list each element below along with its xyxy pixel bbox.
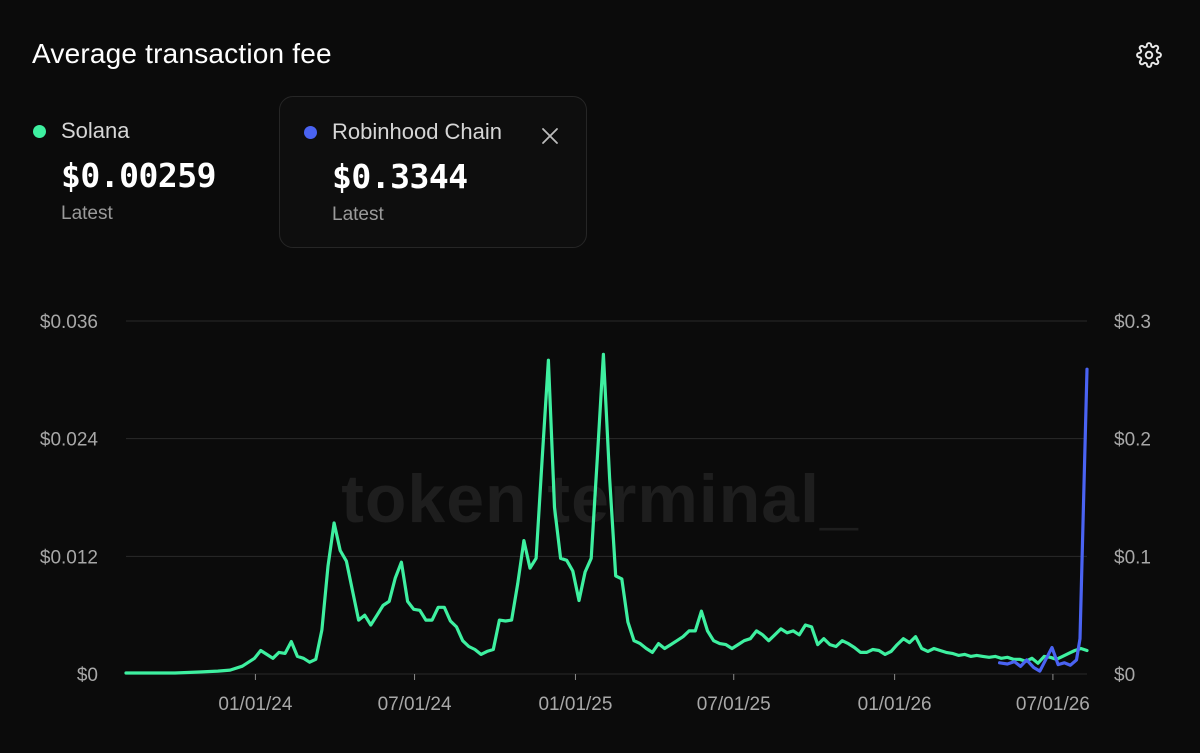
series-line-robinhood-chain[interactable] [998, 367, 1089, 673]
legend-sub-robinhood-chain: Latest [332, 204, 384, 225]
series-group [124, 352, 1089, 675]
y-right-tick-label: $0.2 [1114, 430, 1151, 451]
x-axis: 01/01/24 07/01/24 01/01/25 07/01/25 01/01/26… [218, 674, 1090, 715]
gear-icon[interactable] [1136, 42, 1162, 68]
solana-dot-icon [33, 124, 46, 138]
x-tick-label: 07/01/25 [697, 694, 771, 715]
legend-item-robinhood-chain[interactable]: Robinhood Chain $0.3344 Latest [279, 96, 587, 248]
legend-name-solana: Solana [61, 118, 130, 143]
series-line-solana[interactable] [124, 352, 1089, 675]
x-tick-label: 01/01/25 [538, 694, 612, 715]
x-tick-label: 07/01/26 [1016, 694, 1090, 715]
y-right-tick-label: $0.1 [1114, 547, 1151, 568]
y-right-tick-label: $0.3 [1114, 312, 1151, 333]
chart-title: Average transaction fee [32, 38, 332, 69]
y-left-tick-label: $0.012 [40, 547, 98, 568]
legend-item-solana[interactable]: Solana $0.00259 Latest [33, 96, 263, 248]
y-axis-left: $0 $0.012 $0.024 $0.036 [40, 312, 99, 686]
legend-value-robinhood-chain: $0.3344 [332, 157, 468, 196]
robinhood-dot-icon [304, 125, 317, 139]
x-tick-label: 07/01/24 [378, 694, 452, 715]
y-left-tick-label: $0.036 [40, 312, 98, 333]
legend-name-robinhood-chain: Robinhood Chain [332, 119, 503, 144]
legend-value-solana: $0.00259 [61, 156, 216, 195]
watermark-text: token terminal_ [341, 461, 859, 537]
y-left-tick-label: $0 [77, 665, 98, 686]
x-tick-label: 01/01/24 [218, 694, 292, 715]
x-tick-label: 01/01/26 [858, 694, 932, 715]
y-right-tick-label: $0 [1114, 665, 1135, 686]
y-axis-right: $0 $0.1 $0.2 $0.3 [1114, 312, 1151, 686]
y-left-tick-label: $0.024 [40, 430, 99, 451]
legend-sub-solana: Latest [61, 203, 113, 224]
close-icon[interactable] [539, 125, 561, 147]
